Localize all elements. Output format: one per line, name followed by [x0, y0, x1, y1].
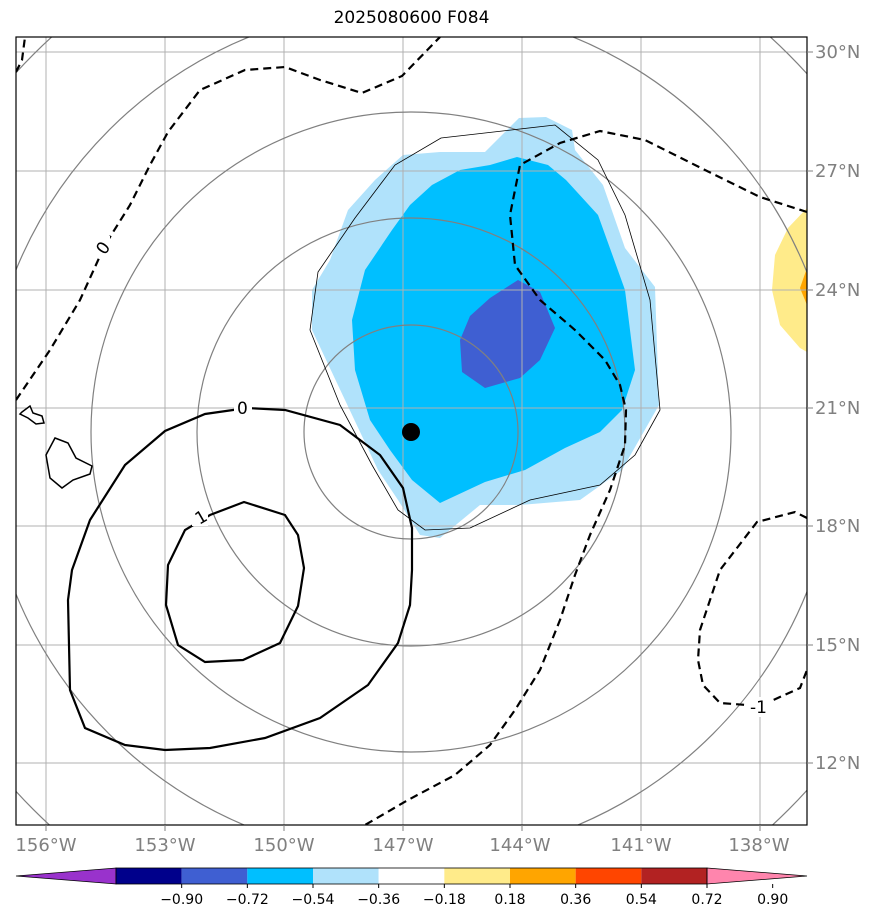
- contour-label-solid-zero: 0: [237, 399, 248, 419]
- lon-label: 144°W: [489, 835, 550, 856]
- dashed-contour-east-zero: [364, 129, 807, 825]
- colorbar: −0.90 −0.72 −0.54 −0.36 −0.18 0.18 0.36 0.54 0.7…: [15, 867, 808, 908]
- solid-contour-one: [164, 500, 306, 664]
- dashed-contour-top-left: [16, 37, 27, 73]
- hawaii-big-island-coastline: [45, 437, 93, 489]
- dashed-contours: [16, 37, 807, 825]
- lon-label: 138°W: [728, 835, 789, 856]
- dashed-contour-negative-one: [696, 510, 807, 708]
- colorbar-extend-right: [706, 867, 808, 885]
- colorbar-segment: [116, 868, 182, 884]
- lat-label: 12°N: [815, 753, 860, 774]
- lat-label: 27°N: [815, 161, 860, 182]
- latitude-labels: 30°N 27°N 24°N 21°N 18°N 15°N 12°N: [815, 42, 860, 774]
- colorbar-label: −0.72: [226, 892, 269, 908]
- colorbar-segment: [181, 868, 248, 884]
- colorbar-segment: [378, 868, 445, 884]
- solid-contours: [66, 406, 414, 752]
- lon-label: 141°W: [610, 835, 671, 856]
- fill-pos-018-region: [772, 208, 807, 352]
- contour-label-dashed-neg-one: -1: [750, 698, 767, 718]
- hawaii-maui-coastline: [18, 404, 45, 425]
- colorbar-extend-left: [15, 867, 117, 885]
- colorbar-label: 0.72: [691, 892, 722, 908]
- lat-label: 15°N: [815, 635, 860, 656]
- colorbar-label: −0.18: [423, 892, 466, 908]
- colorbar-segment: [444, 868, 510, 884]
- map-frame: [15, 36, 808, 826]
- colorbar-label: 0.18: [494, 892, 525, 908]
- colorbar-segment: [313, 868, 379, 884]
- colorbar-label: −0.54: [292, 892, 335, 908]
- colorbar-outline: [115, 867, 708, 885]
- contour-label-group: 0 0 1 -1: [92, 236, 772, 718]
- colorbar-label: −0.36: [357, 892, 400, 908]
- colorbar-label: 0.36: [560, 892, 591, 908]
- fill-pos-036-region: [800, 268, 807, 305]
- lon-label: 147°W: [372, 835, 433, 856]
- colorbar-label: 0.54: [626, 892, 657, 908]
- storm-center-marker: [402, 423, 420, 441]
- tick-marks: [45, 51, 813, 831]
- lon-label: 156°W: [15, 835, 76, 856]
- colorbar-label: −0.90: [160, 892, 203, 908]
- map-title: 2025080600 F084: [333, 8, 490, 28]
- colorbar-label: 0.90: [757, 892, 788, 908]
- longitude-labels: 156°W 153°W 150°W 147°W 144°W 141°W 138°…: [15, 835, 789, 856]
- lon-label: 153°W: [134, 835, 195, 856]
- lat-label: 30°N: [815, 42, 860, 63]
- lat-label: 24°N: [815, 280, 860, 301]
- dashed-contour-west-zero: [16, 37, 441, 401]
- lon-label: 150°W: [253, 835, 314, 856]
- lat-label: 21°N: [815, 398, 860, 419]
- lat-label: 18°N: [815, 516, 860, 537]
- solid-contour-zero: [66, 406, 414, 752]
- colorbar-segment: [510, 868, 576, 884]
- fill-neg-054-region: [460, 280, 555, 388]
- thin-outline-contour: [309, 124, 661, 531]
- colorbar-segment: [641, 868, 707, 884]
- colorbar-segment: [247, 868, 313, 884]
- colorbar-segment: [575, 868, 642, 884]
